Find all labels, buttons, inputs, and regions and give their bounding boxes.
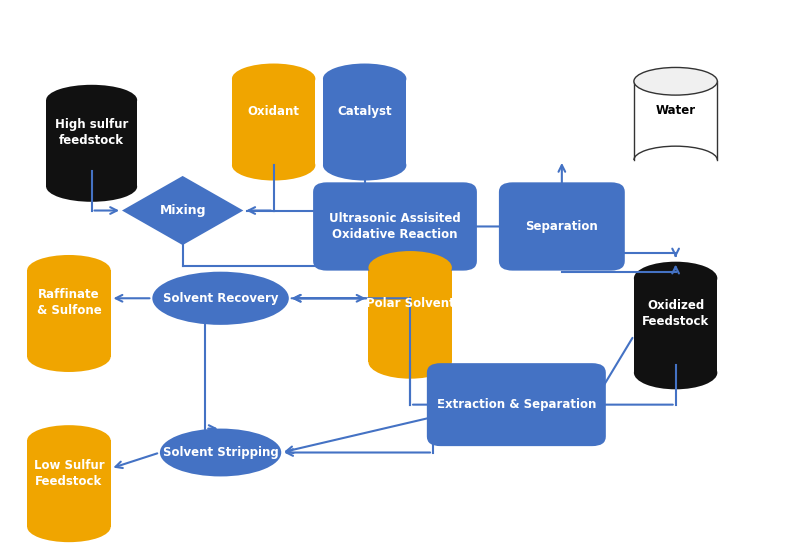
Ellipse shape (232, 150, 315, 181)
Bar (46, 100, 137, 187)
Bar (27, 270, 111, 357)
Bar (232, 79, 315, 165)
FancyBboxPatch shape (313, 182, 477, 270)
Bar (27, 440, 111, 527)
Bar (634, 81, 717, 160)
Ellipse shape (27, 342, 111, 372)
Text: Separation: Separation (525, 220, 598, 233)
Text: Mixing: Mixing (160, 204, 206, 217)
Bar (634, 278, 717, 373)
Ellipse shape (46, 85, 137, 115)
Ellipse shape (27, 512, 111, 542)
FancyBboxPatch shape (427, 363, 606, 446)
FancyBboxPatch shape (499, 182, 625, 270)
Bar (368, 268, 452, 362)
Text: Ultrasonic Assisited
Oxidative Reaction: Ultrasonic Assisited Oxidative Reaction (329, 212, 461, 241)
Text: Polar Solvent: Polar Solvent (366, 297, 454, 310)
Text: High sulfur
feedstock: High sulfur feedstock (55, 118, 128, 147)
Ellipse shape (634, 68, 717, 95)
Polygon shape (122, 176, 243, 245)
Ellipse shape (323, 64, 406, 94)
Ellipse shape (323, 150, 406, 181)
Ellipse shape (634, 146, 717, 174)
Bar (323, 79, 406, 165)
Ellipse shape (160, 429, 281, 476)
Ellipse shape (152, 271, 289, 325)
Text: Solvent Stripping: Solvent Stripping (163, 446, 278, 459)
Ellipse shape (27, 255, 111, 285)
Ellipse shape (368, 251, 452, 284)
Ellipse shape (634, 356, 717, 389)
Text: Solvent Recovery: Solvent Recovery (163, 292, 278, 305)
Text: Water: Water (656, 105, 696, 117)
Text: Low Sulfur
Feedstock: Low Sulfur Feedstock (34, 459, 104, 488)
Ellipse shape (634, 261, 717, 295)
Text: Oxidant: Oxidant (247, 105, 299, 118)
Text: Extraction & Separation: Extraction & Separation (437, 398, 596, 411)
Ellipse shape (27, 425, 111, 455)
Text: Catalyst: Catalyst (337, 105, 392, 118)
Ellipse shape (46, 171, 137, 202)
Text: Oxidized
Feedstock: Oxidized Feedstock (642, 299, 709, 329)
Ellipse shape (368, 346, 452, 379)
Ellipse shape (232, 64, 315, 94)
Text: Raffinate
& Sulfone: Raffinate & Sulfone (36, 288, 101, 317)
